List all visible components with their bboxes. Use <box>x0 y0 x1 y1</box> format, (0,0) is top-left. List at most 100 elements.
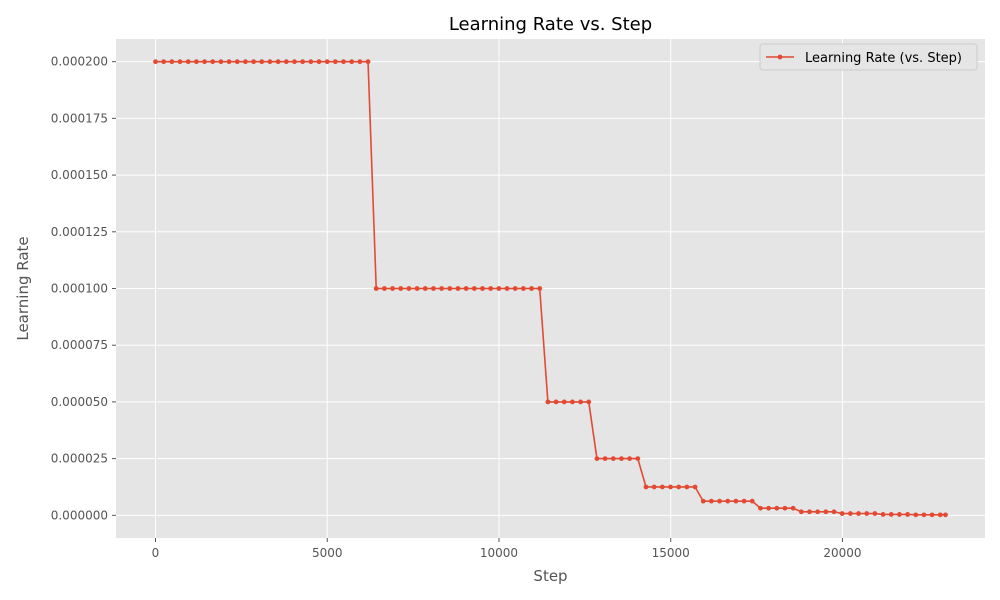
series-point <box>602 456 608 462</box>
series-point <box>700 498 706 504</box>
series-point <box>243 59 248 65</box>
series-point <box>300 59 306 65</box>
series-point <box>455 286 461 291</box>
series-point <box>365 59 371 65</box>
y-tick-label: 0.000125 <box>51 225 108 239</box>
y-tick-label: 0.000000 <box>51 508 108 522</box>
series-point <box>717 498 722 504</box>
series-point <box>627 456 633 462</box>
series-point <box>545 399 551 405</box>
series-point <box>357 59 363 65</box>
series-point <box>153 59 158 65</box>
y-tick-label: 0.000150 <box>51 168 108 182</box>
series-point <box>292 59 297 65</box>
series-point <box>283 59 289 65</box>
series-point <box>643 484 649 490</box>
series-point <box>529 286 534 291</box>
series-point <box>496 286 502 291</box>
y-tick-label: 0.000075 <box>51 338 108 352</box>
series-point <box>390 286 395 291</box>
series-point <box>798 509 804 515</box>
series-point <box>185 59 191 65</box>
series-point <box>275 59 281 65</box>
series-point <box>692 484 698 490</box>
series-point <box>880 512 886 517</box>
series-point <box>553 399 559 405</box>
series-point <box>381 286 387 291</box>
series-point <box>831 509 837 515</box>
series-point <box>267 59 273 65</box>
y-tick-label: 0.000025 <box>51 452 108 466</box>
series-point <box>725 498 731 504</box>
series-point <box>259 59 265 65</box>
series-point <box>610 456 616 462</box>
series-point <box>807 509 812 515</box>
legend: Learning Rate (vs. Step) <box>759 43 978 71</box>
series-point <box>431 286 436 291</box>
series-point <box>341 59 346 65</box>
series-point <box>316 59 322 65</box>
y-tick-label: 0.000100 <box>51 282 108 296</box>
series-point <box>218 59 224 65</box>
series-point <box>619 456 624 462</box>
series-point <box>234 59 240 65</box>
series-point <box>823 509 829 515</box>
series-point <box>488 286 494 291</box>
series-point <box>561 399 567 405</box>
series-point <box>594 456 600 462</box>
series-point <box>847 511 853 516</box>
series-point <box>308 59 314 65</box>
series-point <box>921 512 927 518</box>
series-point <box>177 59 183 65</box>
series-point <box>512 286 518 291</box>
series-point <box>422 286 428 291</box>
series-point <box>439 286 445 291</box>
y-tick-label: 0.000175 <box>51 111 108 125</box>
series-point <box>398 286 404 291</box>
legend-marker-swatch <box>777 54 783 60</box>
series-point <box>668 484 673 490</box>
series-point <box>226 59 232 65</box>
chart-title: Learning Rate vs. Step <box>449 14 652 35</box>
series-point <box>349 59 355 65</box>
series-point <box>872 511 878 516</box>
series-point <box>888 512 894 517</box>
x-tick-label: 10000 <box>480 546 518 560</box>
series-point <box>913 512 919 518</box>
series-point <box>169 59 175 65</box>
series-point <box>406 286 412 291</box>
series-point <box>749 498 755 504</box>
series-layer <box>153 59 948 518</box>
x-tick-label: 0 <box>152 546 160 560</box>
series-point <box>471 286 477 291</box>
series-point <box>193 59 199 65</box>
series-point <box>758 505 763 511</box>
series-point <box>570 399 575 405</box>
series-point <box>766 505 772 511</box>
series-point <box>537 286 543 291</box>
x-tick-label: 15000 <box>652 546 690 560</box>
series-point <box>251 59 256 65</box>
series-point <box>373 286 379 291</box>
series-point <box>210 59 216 65</box>
series-point <box>929 512 935 518</box>
x-axis-label: Step <box>533 567 567 585</box>
series-point <box>202 59 207 65</box>
series-point <box>586 399 592 405</box>
x-tick-label: 5000 <box>312 546 343 560</box>
series-point <box>161 59 167 65</box>
x-tick-label: 20000 <box>823 546 861 560</box>
series-point <box>708 498 714 504</box>
series-point <box>864 511 870 516</box>
series-point <box>790 505 796 511</box>
series-point <box>905 512 910 517</box>
y-tick-label: 0.000050 <box>51 395 108 409</box>
series-point <box>943 512 948 518</box>
series-point <box>504 286 510 291</box>
series-point <box>520 286 526 291</box>
series-point <box>676 484 682 490</box>
series-point <box>480 286 485 291</box>
series-point <box>635 456 641 462</box>
series-point <box>856 511 861 516</box>
